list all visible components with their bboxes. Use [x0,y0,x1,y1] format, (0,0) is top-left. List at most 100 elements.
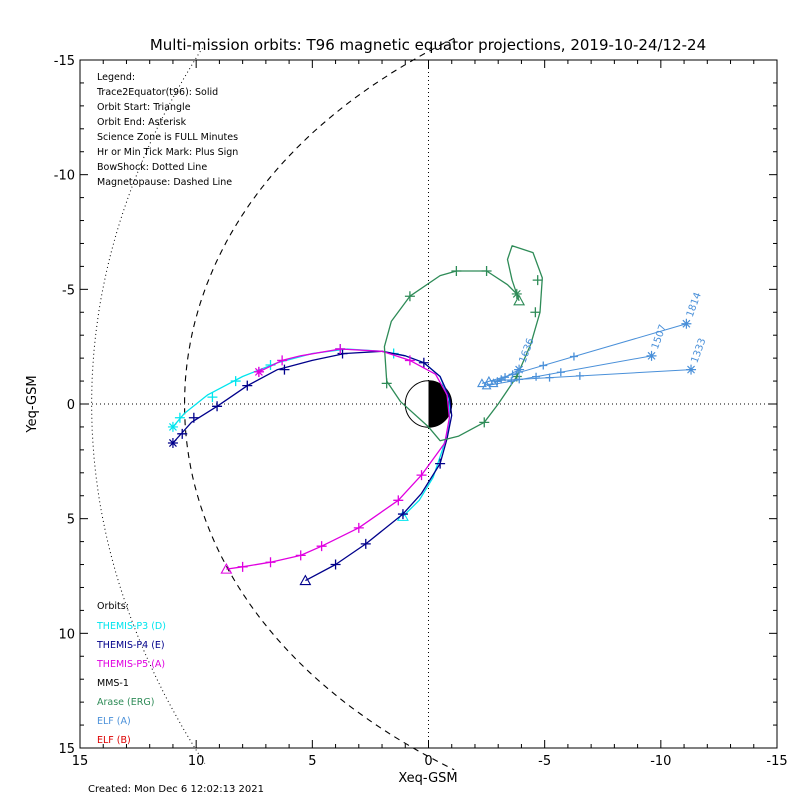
orbit-tick-mark [532,275,543,286]
boundary-lines [91,37,455,771]
elf-tick-mark [575,371,584,380]
orbit-end-marker [167,421,178,432]
orbit-2 [220,343,451,574]
orbit-tick-mark [330,559,341,570]
elf-start-marker [477,378,487,388]
bow-shock-line [91,44,206,764]
magnetopause-line [184,37,455,771]
orbit-tick-mark [279,364,290,375]
elf-start-marker [481,380,492,390]
orbit-legend: Orbits: THEMIS-P3 (D) THEMIS-P4 (E) THEMIS-… [96,601,166,746]
orbit-tick-mark [295,550,306,561]
elf-tick-mark [501,373,510,382]
orbit-tick-mark [451,265,462,276]
elf-end-marker [686,364,697,375]
orbit-end-marker [511,288,522,299]
orbit-legend-item: Arase (ERG) [97,697,154,708]
orbit-end-marker [167,437,178,448]
orbits-title: Orbits: [97,601,129,612]
legend-line: Orbit Start: Triangle [97,102,191,113]
orbit-1 [167,348,453,586]
orbit-tick-mark [418,357,429,368]
elf-tick-mark [532,372,541,381]
orbit-tick-mark [174,412,185,423]
orbit-tick-mark [435,458,446,469]
orbit-tick-mark [277,355,288,366]
elf-end-marker [681,318,692,329]
x-tick-label: -10 [650,754,671,769]
legend-line: BowShock: Dotted Line [97,162,207,173]
orbit-legend-item: ELF (A) [97,716,131,727]
orbit-line [383,245,543,442]
orbit-line [172,350,453,582]
orbit-legend-item: MMS-1 [97,678,129,689]
orbit-legend-item: THEMIS-P4 (E) [96,640,165,651]
x-tick-label: 10 [188,754,205,769]
orbit-tick-mark [404,291,415,302]
elf-tick-mark [515,375,524,384]
x-tick-label: 0 [424,754,432,769]
x-tick-label: -15 [766,754,787,769]
orbit-tick-mark [404,355,415,366]
orbit-tick-mark [337,348,348,359]
created-timestamp: Created: Mon Dec 6 12:02:13 2021 [88,784,264,795]
y-axis-label: Yeq-GSM [25,375,40,433]
y-tick-label: 10 [58,627,75,642]
orbit-tick-mark [316,541,327,552]
y-tick-label: 5 [67,513,75,528]
orbit-tick-mark [207,392,218,403]
orbit-start-marker [299,574,312,586]
orbit-start-marker [513,294,526,306]
orbit-tick-mark [381,378,392,389]
orbit-tick-mark [265,557,276,568]
orbit-tick-mark [242,380,253,391]
orbit-tick-mark [353,522,364,533]
orbit-tick-mark [360,538,371,549]
orbit-start-marker [220,562,233,574]
orbit-tick-mark [481,265,492,276]
elf-tick-mark [507,377,516,386]
orbit-tick-mark [230,376,241,387]
legend: Legend: Trace2Equator(t96): Solid Orbit St… [96,72,238,188]
elf-start-marker [483,375,494,385]
orbit-legend-item: ELF (B) [97,735,131,746]
axes: 15 10 5 0 -5 -10 -15 -15 -10 -5 0 5 10 15 [54,54,788,769]
legend-line: Magnetopause: Dashed Line [97,177,232,188]
legend-line: Science Zone is FULL Minutes [97,132,238,143]
orbit-tick-mark [479,417,490,428]
orbit-tick-mark [212,401,223,412]
orbit-line [226,348,451,570]
y-tick-label: 15 [58,742,75,757]
orbit-tick-mark [416,470,427,481]
legend-line: Orbit End: Asterisk [97,117,187,128]
elf-end-marker [646,350,657,361]
y-tick-label: -15 [54,54,75,69]
x-tick-label: 5 [308,754,316,769]
orbit-end-marker [253,366,264,377]
elf-tick-mark [556,368,565,377]
legend-line: Legend: [97,72,135,83]
elf-tick-mark [545,373,554,382]
legend-line: Hr or Min Tick Mark: Plus Sign [97,147,238,158]
orbit-legend-item: THEMIS-P3 (D) [96,621,166,632]
orbit-series [167,245,543,586]
y-tick-label: -10 [54,169,75,184]
x-tick-label: 15 [72,754,89,769]
y-tick-label: 0 [67,398,75,413]
orbit-3 [381,245,543,442]
orbit-tick-mark [397,509,408,520]
orbit-tick-mark [530,307,541,318]
elf-tick-mark [539,361,548,370]
y-tick-label: -5 [62,283,75,298]
x-axis-label: Xeq-GSM [398,771,457,786]
orbit-tick-mark [335,343,346,354]
legend-line: Trace2Equator(t96): Solid [96,87,218,98]
orbit-tick-mark [177,428,188,439]
elf-tick-mark [569,352,578,361]
elf-start-marker [488,378,499,388]
orbit-tick-mark [188,412,199,423]
elf-end-marker [514,364,525,375]
chart-title: Multi-mission orbits: T96 magnetic equat… [150,36,706,54]
